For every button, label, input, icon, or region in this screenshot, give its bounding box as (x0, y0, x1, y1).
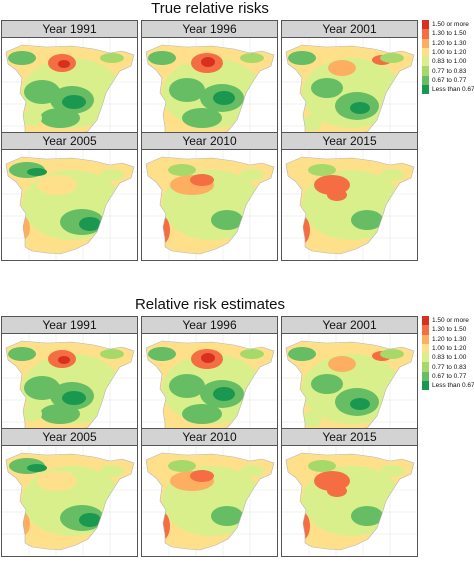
map-panel: Year 2005 (1, 132, 138, 261)
section-title: True relative risks (151, 0, 269, 17)
legend-item: Less than 0.67 (422, 85, 474, 95)
panel-strip-label: Year 2010 (142, 133, 277, 150)
map-panel: Year 2015 (281, 428, 418, 557)
legend-swatch (422, 371, 429, 382)
panel-strip-label: Year 1991 (2, 21, 137, 38)
spain-map (2, 38, 137, 148)
panel-strip-label: Year 2005 (2, 429, 137, 446)
map-panel: Year 2001 (281, 316, 418, 445)
panel-strip-label: Year 1991 (2, 317, 137, 334)
spain-map (142, 334, 277, 444)
map-panel: Year 1991 (1, 20, 138, 149)
spain-map (282, 38, 417, 148)
panel-strip-label: Year 2001 (282, 21, 417, 38)
legend-label: 1.20 to 1.30 (432, 335, 467, 343)
legend-swatch (422, 334, 429, 344)
legend-label: 1.50 or more (432, 21, 469, 29)
legend-label: 1.30 to 1.50 (432, 326, 467, 334)
legend-label: 1.00 to 1.20 (432, 49, 467, 57)
legend-item: 1.20 to 1.30 (422, 38, 474, 48)
spain-map (2, 446, 137, 556)
legend-item: Less than 0.67 (422, 381, 474, 391)
legend-item: 0.77 to 0.83 (422, 362, 474, 372)
section-title: Relative risk estimates (134, 296, 286, 313)
legend-swatch (422, 381, 429, 391)
panel-strip-label: Year 2005 (2, 133, 137, 150)
legend-label: 0.67 to 0.77 (432, 372, 467, 380)
panel-strip-label: Year 2015 (282, 133, 417, 150)
map-panel: Year 2010 (141, 428, 278, 557)
legend-label: Less than 0.67 (432, 86, 474, 94)
panel-strip-label: Year 1996 (142, 317, 277, 334)
legend-item: 0.67 to 0.77 (422, 371, 474, 382)
legend-swatch (422, 316, 429, 326)
spain-map (2, 150, 137, 260)
panel-strip-label: Year 2010 (142, 429, 277, 446)
legend-item: 1.00 to 1.20 (422, 47, 474, 58)
legend-swatch (422, 343, 429, 354)
legend-label: 1.00 to 1.20 (432, 345, 467, 353)
legend-item: 1.50 or more (422, 20, 474, 30)
spain-map (142, 446, 277, 556)
legend-label: 0.77 to 0.83 (432, 363, 467, 371)
map-panel: Year 1996 (141, 20, 278, 149)
legend-swatch (422, 362, 429, 372)
map-panel: Year 1996 (141, 316, 278, 445)
legend-item: 1.30 to 1.50 (422, 29, 474, 39)
legend-item: 1.30 to 1.50 (422, 325, 474, 335)
legend-label: 0.83 to 1.00 (432, 58, 467, 66)
legend-swatch (422, 353, 429, 363)
legend-swatch (422, 38, 429, 48)
legend-item: 0.67 to 0.77 (422, 75, 474, 86)
legend-item: 1.00 to 1.20 (422, 343, 474, 354)
legend-swatch (422, 29, 429, 39)
legend-swatch (422, 20, 429, 30)
map-panel: Year 2015 (281, 132, 418, 261)
legend-label: 0.83 to 1.00 (432, 354, 467, 362)
legend-swatch (422, 75, 429, 86)
legend-swatch (422, 66, 429, 76)
legend-label: Less than 0.67 (432, 382, 474, 390)
legend-swatch (422, 85, 429, 95)
map-panel: Year 1991 (1, 316, 138, 445)
panel-strip-label: Year 1996 (142, 21, 277, 38)
legend-label: 1.50 or more (432, 317, 469, 325)
legend-swatch (422, 325, 429, 335)
legend-label: 1.20 to 1.30 (432, 39, 467, 47)
legend-label: 0.67 to 0.77 (432, 76, 467, 84)
spain-map (142, 150, 277, 260)
color-legend: 1.50 or more 1.30 to 1.50 1.20 to 1.30 1.00… (422, 20, 474, 95)
map-panel: Year 2001 (281, 20, 418, 149)
panel-strip-label: Year 2015 (282, 429, 417, 446)
legend-label: 0.77 to 0.83 (432, 67, 467, 75)
legend-item: 0.77 to 0.83 (422, 66, 474, 76)
map-panel: Year 2005 (1, 428, 138, 557)
legend-swatch (422, 47, 429, 58)
panel-strip-label: Year 2001 (282, 317, 417, 334)
legend-item: 0.83 to 1.00 (422, 353, 474, 363)
spain-map (282, 446, 417, 556)
legend-item: 0.83 to 1.00 (422, 57, 474, 67)
spain-map (282, 334, 417, 444)
legend-item: 1.50 or more (422, 316, 474, 326)
color-legend: 1.50 or more 1.30 to 1.50 1.20 to 1.30 1.00… (422, 316, 474, 391)
spain-map (2, 334, 137, 444)
spain-map (282, 150, 417, 260)
map-panel: Year 2010 (141, 132, 278, 261)
legend-item: 1.20 to 1.30 (422, 334, 474, 344)
spain-map (142, 38, 277, 148)
legend-label: 1.30 to 1.50 (432, 30, 467, 38)
legend-swatch (422, 57, 429, 67)
